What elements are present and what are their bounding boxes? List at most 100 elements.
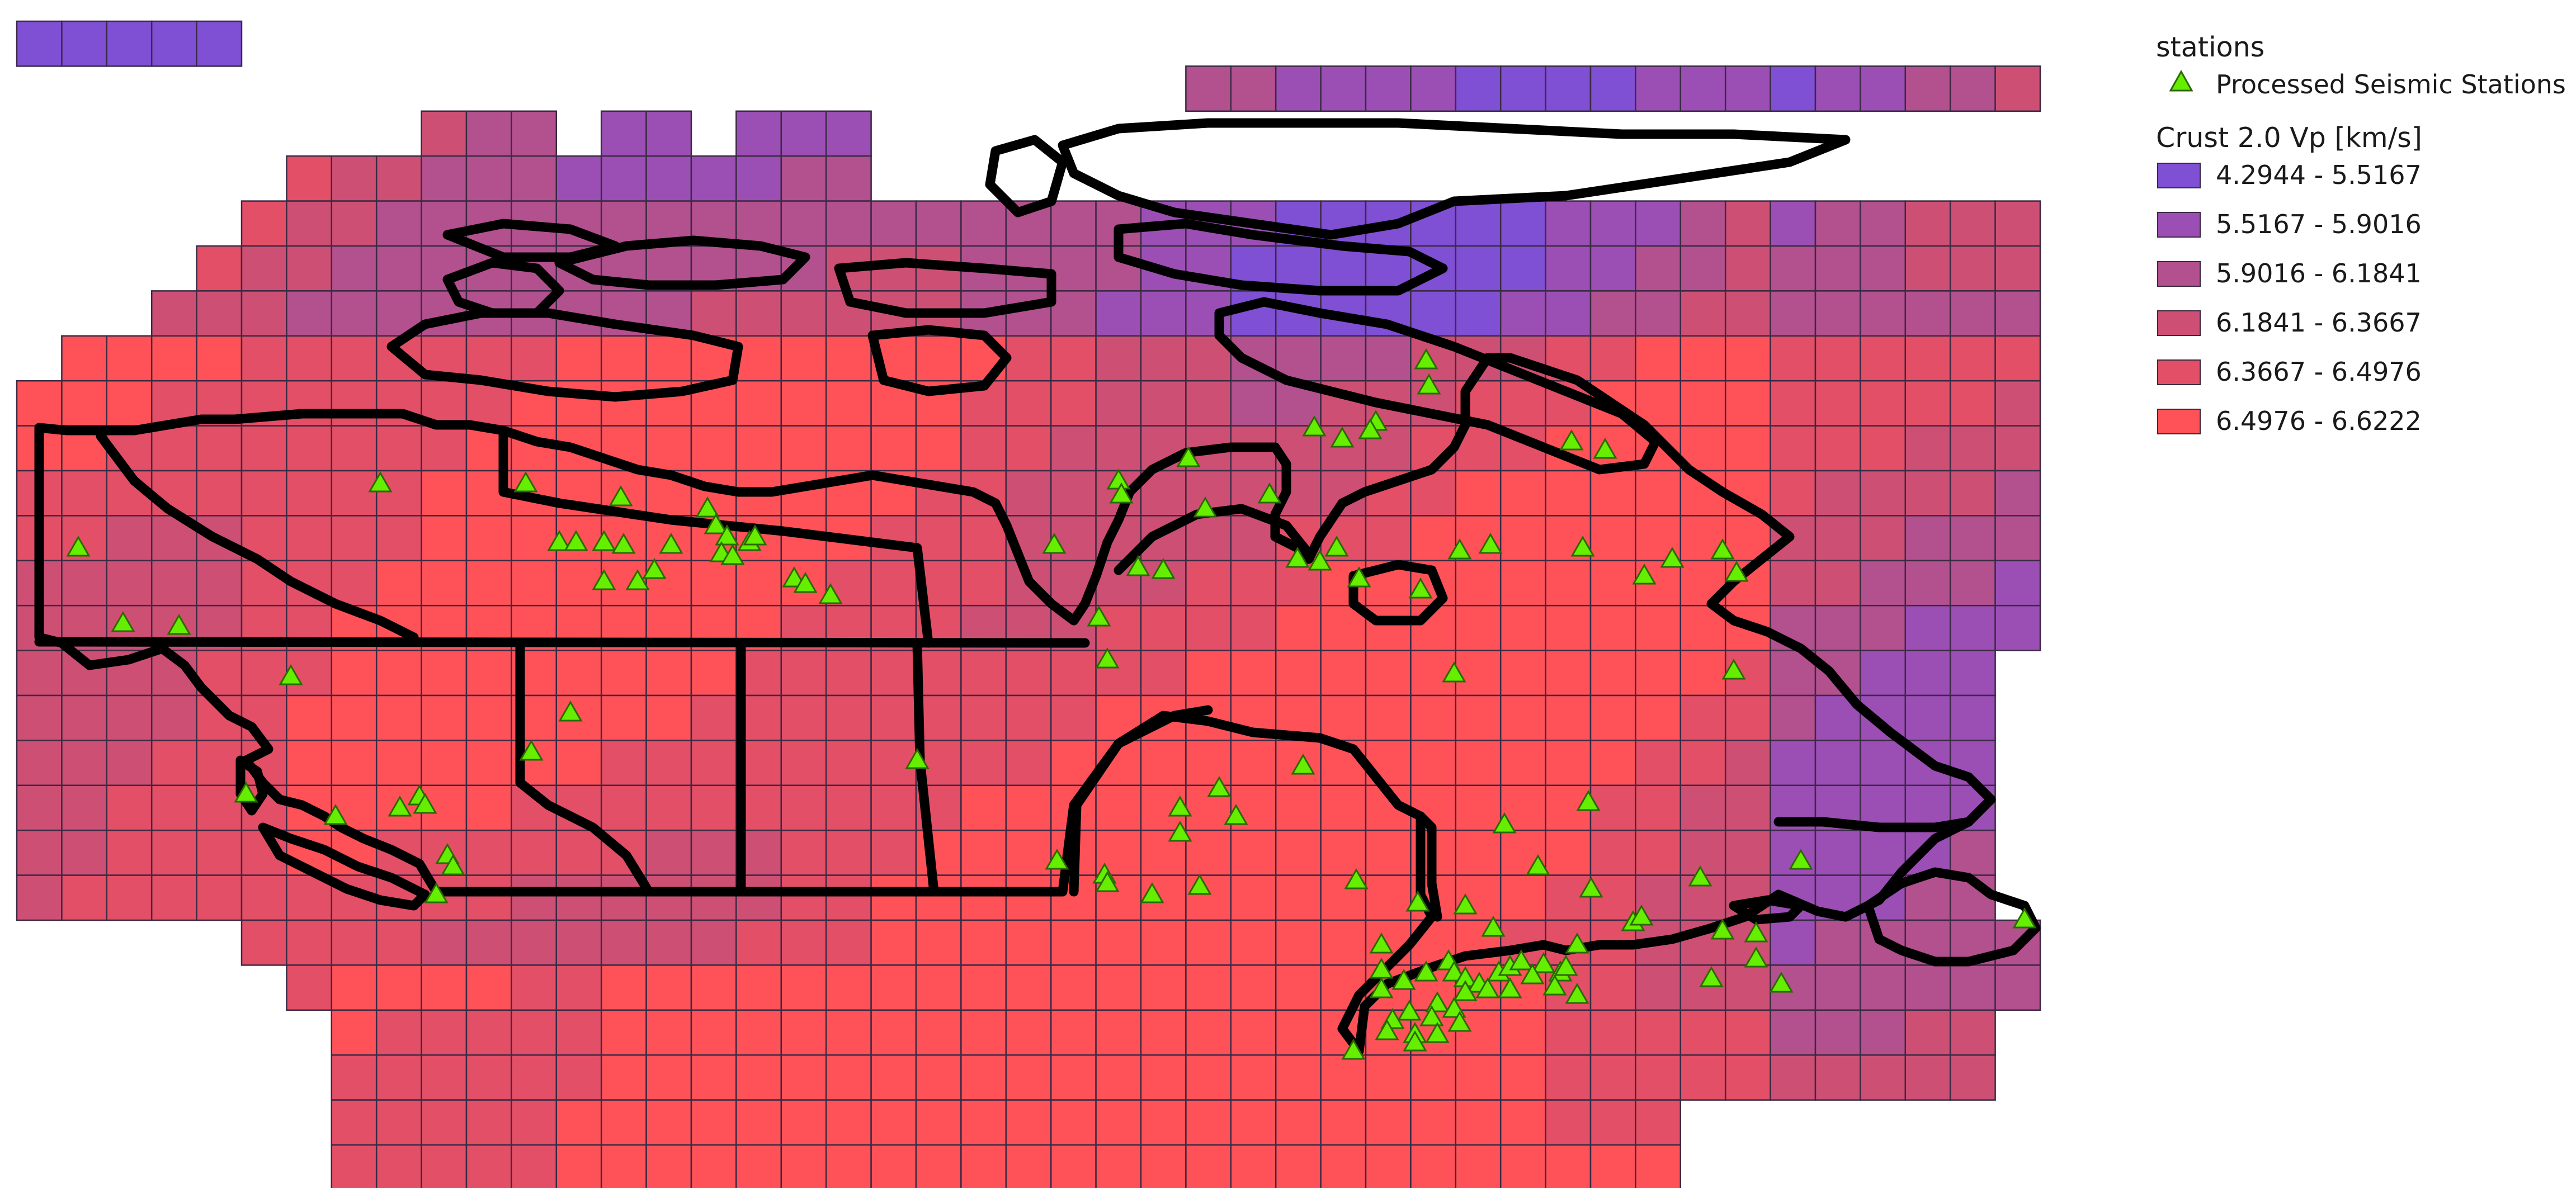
vp-cell [1230, 1099, 1277, 1146]
legend-class-5: 6.3667 - 6.4976 [2156, 352, 2570, 401]
vp-cell [286, 919, 333, 966]
vp-cell [511, 964, 558, 1011]
vp-cell [825, 694, 872, 741]
seismic-station-marker [592, 529, 616, 551]
vp-cell [1635, 964, 1682, 1011]
vp-cell [600, 919, 647, 966]
vp-cell [1455, 560, 1502, 607]
vp-cell [1724, 245, 1771, 292]
vp-cell [1904, 1054, 1951, 1101]
vp-cell [1545, 829, 1592, 876]
vp-cell [421, 245, 468, 292]
vp-cell [690, 1144, 737, 1188]
legend-class-label: 5.9016 - 6.1841 [2216, 258, 2422, 288]
seismic-station-marker [1481, 915, 1506, 937]
vp-cell [331, 155, 378, 202]
vp-cell [1814, 245, 1861, 292]
vp-cell [1724, 1009, 1771, 1056]
vp-cell [1904, 650, 1951, 697]
vp-cell [1140, 650, 1187, 697]
legend-class-list: 4.2944 - 5.5167 5.5167 - 5.9016 5.9016 - 6… [2156, 155, 2570, 450]
vp-cell [240, 470, 287, 517]
vp-cell [1949, 425, 1996, 472]
vp-cell [286, 155, 333, 202]
vp-cell [375, 919, 422, 966]
vp-cell [331, 740, 378, 787]
legend-class-1: 4.2944 - 5.5167 [2156, 155, 2570, 204]
vp-cell [960, 1144, 1007, 1188]
seismic-station-marker [1151, 557, 1176, 579]
vp-cell [645, 335, 692, 382]
vp-cell [150, 740, 197, 787]
parry-islands [442, 219, 620, 262]
vp-cell [870, 1144, 917, 1188]
vp-cell [1499, 65, 1546, 112]
labrador-quebec-border [1773, 817, 1974, 832]
vp-cell [465, 1099, 512, 1146]
vp-cell [196, 245, 243, 292]
vp-cell [1949, 650, 1996, 697]
seismic-station-marker [1140, 882, 1164, 903]
vp-cell [1140, 919, 1187, 966]
vp-cell [511, 560, 558, 607]
vp-cell [1455, 65, 1502, 112]
vp-cell [240, 694, 287, 741]
vp-cell [870, 650, 917, 697]
vp-cell [1185, 604, 1232, 651]
vancouver-island [258, 822, 430, 911]
vp-cell [1005, 919, 1052, 966]
vp-cell [375, 1009, 422, 1056]
vp-cell [1005, 784, 1052, 831]
legend-class-swatch [2157, 163, 2201, 188]
vp-cell [600, 650, 647, 697]
vp-cell [1320, 919, 1367, 966]
vp-cell [1994, 380, 2041, 427]
vp-cell [1589, 740, 1636, 787]
vp-cell [1185, 65, 1232, 112]
legend-class-swatch [2157, 359, 2201, 385]
vp-cell [1140, 1054, 1187, 1101]
vp-cell [1005, 1009, 1052, 1056]
vp-cell [690, 1054, 737, 1101]
legend-class-label: 4.2944 - 5.5167 [2216, 160, 2422, 190]
vp-cell [286, 515, 333, 562]
vp-cell [375, 694, 422, 741]
vp-cell [960, 650, 1007, 697]
vp-cell [1499, 380, 1546, 427]
vp-cell [555, 560, 602, 607]
vp-cell [600, 155, 647, 202]
vp-cell [16, 20, 63, 67]
vp-cell [1635, 694, 1682, 741]
legend-stations-group-title: stations [2156, 31, 2265, 63]
vp-cell [61, 470, 108, 517]
vp-cell [286, 425, 333, 472]
seismic-station-marker [368, 471, 393, 493]
seismic-station-marker [608, 485, 633, 507]
vp-cell [331, 1009, 378, 1056]
vp-cell [780, 335, 827, 382]
vp-cell [1499, 650, 1546, 697]
vp-cell [1860, 1054, 1907, 1101]
vp-cell [600, 1144, 647, 1188]
vp-cell [1814, 515, 1861, 562]
vp-cell [735, 155, 782, 202]
vp-cell [1814, 964, 1861, 1011]
seismic-station-marker [1109, 482, 1134, 504]
vp-cell [600, 1054, 647, 1101]
vp-cell [421, 964, 468, 1011]
vp-cell [780, 919, 827, 966]
seismic-station-marker [1688, 865, 1712, 887]
vp-cell [1275, 1054, 1322, 1101]
seismic-station-marker [659, 532, 683, 554]
seismic-station-marker [1699, 965, 1724, 987]
seismic-station-marker [2012, 907, 2037, 929]
seismic-station-marker [1632, 563, 1657, 585]
vp-cell [1770, 694, 1817, 741]
seismic-station-marker [1193, 496, 1218, 518]
vp-cell [1095, 1099, 1142, 1146]
vp-cell [1904, 515, 1951, 562]
vp-cell [1814, 1054, 1861, 1101]
vp-cell [421, 470, 468, 517]
vp-cell [870, 784, 917, 831]
vp-cell [1770, 740, 1817, 787]
